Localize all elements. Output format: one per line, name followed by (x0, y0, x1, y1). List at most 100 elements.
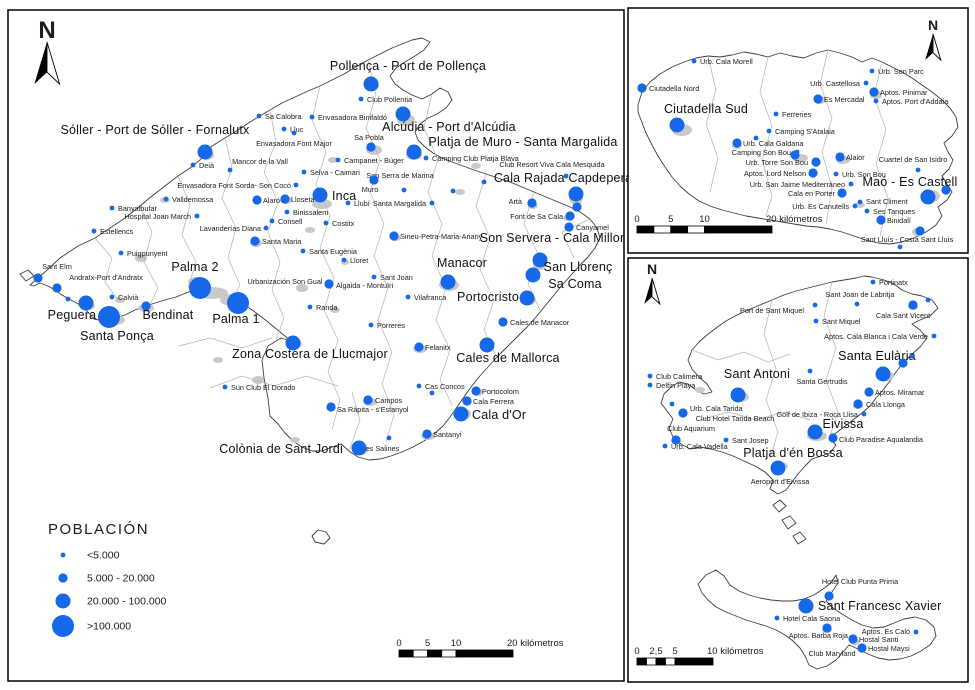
settlement-label: Sant Joan (380, 273, 413, 282)
legend-symbol-1 (60, 552, 66, 558)
settlement-label: Llubí (354, 199, 370, 208)
settlement-label: Bendinat (143, 308, 194, 322)
settlement-dot-llub- (345, 200, 351, 206)
legend-symbol-2 (58, 573, 68, 583)
urban-area-patch (290, 437, 300, 443)
settlement-dot-santany- (422, 429, 432, 439)
settlement-label: Son Servera - Cala Millor (480, 231, 625, 245)
settlement-dot (753, 135, 759, 141)
settlement-label: Sa Pobla (354, 133, 385, 142)
settlement-dot-canyamel (564, 222, 574, 232)
settlement-label: Aeroport d'Eivissa (751, 477, 811, 486)
settlement-dot-font-de-sa-cala (565, 211, 575, 221)
settlement-label: Artà (509, 197, 523, 206)
settlement-label: Club Paradise Aqualandia (839, 435, 924, 444)
settlement-dot-sant-elm (33, 273, 43, 283)
settlement-dot-ses-tanques (864, 208, 870, 214)
settlement-dot-lloret (341, 257, 347, 263)
settlement-dot-binidal- (876, 215, 886, 225)
municipality-boundary (139, 205, 159, 306)
municipality-boundary (365, 59, 395, 443)
settlement-label: Cales de Mallorca (456, 351, 559, 365)
settlement-dot-platja-de-muro-santa-margalida (406, 144, 422, 160)
settlement-label: Sant Miquel (822, 317, 861, 326)
settlement-label: Club Pollentia (367, 95, 413, 104)
settlement-dot-aptos-cala-blanca-i-cala-verde (931, 333, 937, 339)
urban-area-patch (695, 387, 705, 393)
settlement-dot-eivissa (807, 424, 823, 440)
settlement-dot-s-ller-port-de-s-ller-fornalutx (197, 144, 213, 160)
settlement-label: Lloret (350, 256, 368, 265)
settlement-label: Binidalí (887, 216, 911, 225)
settlement-label: Aptos. Pinimar (880, 88, 928, 97)
scale-bar-segment (636, 657, 647, 666)
settlement-dot-felanitx (414, 342, 424, 352)
settlement-dot-palma-1 (227, 292, 249, 314)
settlement-label: Sant Joan de Labritja (826, 290, 896, 299)
settlement-dot-binissalem (284, 209, 290, 215)
settlement-label: Urb. Torre Son Bou (746, 158, 808, 167)
settlement-dot (669, 401, 675, 407)
scale-bar-segment (687, 225, 705, 234)
settlement-dot-ses-salines (386, 435, 392, 441)
settlement-dot-camping-s-atalaia (766, 128, 772, 134)
settlement-label: Sa Coma (548, 277, 602, 291)
municipality-boundary (177, 175, 197, 289)
settlement-dot-sa-r-pita-s-estanyol (326, 402, 336, 412)
settlement-label: Consell (278, 217, 303, 226)
legend-item-label: 5.000 - 20.000 (87, 573, 155, 585)
settlement-label: Puigpunyent (127, 249, 168, 258)
scale-bar-label: 5 (672, 646, 677, 657)
settlement-dot-aptos-lord-nelson (808, 168, 818, 178)
municipality-boundary (475, 173, 497, 357)
settlement-label: Es Mercadal (824, 95, 865, 104)
settlement-dot-alar- (252, 195, 262, 205)
settlement-dot-aptos-pinimar (869, 87, 879, 97)
settlement-label: Sant Josep (732, 436, 769, 445)
settlement-label: Cala Llonga (866, 400, 906, 409)
scale-bar-segment (636, 225, 655, 234)
settlement-dot-lluc (281, 126, 287, 132)
settlement-label: Font de Sa Cala (510, 212, 564, 221)
settlement-dot-porreres (368, 322, 374, 328)
scale-bar: 0 2,5 5 10 kilómetros (634, 646, 764, 666)
settlement-dot-sant-antoni (730, 387, 746, 403)
settlement-dot-sun-club-el-dorado (222, 384, 228, 390)
settlement-dot-palma-2 (189, 277, 211, 299)
settlement-dot-cala-d-or (453, 406, 469, 422)
settlement-label: Sant Climent (866, 197, 908, 206)
settlement-dot-valldemossa (163, 196, 169, 202)
settlement-dot-club-calimera (647, 373, 653, 379)
urban-area-patch (330, 307, 340, 313)
settlement-label: Vilafranca (414, 293, 447, 302)
settlement-label: Club Maryland (808, 649, 855, 658)
settlement-label: Portocolom (482, 387, 519, 396)
settlement-label: Platja de Muro - Santa Margalida (428, 135, 617, 149)
settlement-label: Port de Sant Miquel (740, 306, 804, 315)
settlement-dot-urb-cala-morell (691, 58, 697, 64)
settlement-dot-club-paradise-aqualandia (828, 433, 838, 443)
settlement-label: Canyamel (576, 223, 609, 232)
settlement-label: Santa Margalida (373, 199, 427, 208)
island-outline (781, 515, 797, 530)
settlement-label: Palma 2 (171, 260, 218, 274)
settlement-label: Santa Maria (262, 237, 302, 246)
municipality-boundary (94, 237, 119, 301)
settlement-label: Sant Antoni (724, 367, 790, 381)
urban-area-patch (471, 163, 481, 169)
settlement-dot-cala-llonga (853, 399, 863, 409)
settlement-label: Peguera (48, 308, 97, 322)
settlement-dot-santa-pon-a (98, 306, 120, 328)
settlement-label: Algaida - Montuïri (336, 281, 394, 290)
panel-menorca: Urb. Cala Morell Ciutadella Nord Ciutadell… (627, 7, 969, 254)
settlement-label: Sant Elm (42, 262, 72, 271)
settlement-dot-son-serra-de-marina (401, 187, 407, 193)
settlement-dot-sineu-petra-maria-ariany (389, 231, 399, 241)
settlement-label: Ferreries (782, 110, 812, 119)
settlement-dot-platja-d-n-bossa (770, 460, 786, 476)
north-arrow-icon: N (644, 261, 661, 306)
scale-bar-label: 10 (451, 638, 462, 649)
urban-area-patch (855, 202, 865, 208)
